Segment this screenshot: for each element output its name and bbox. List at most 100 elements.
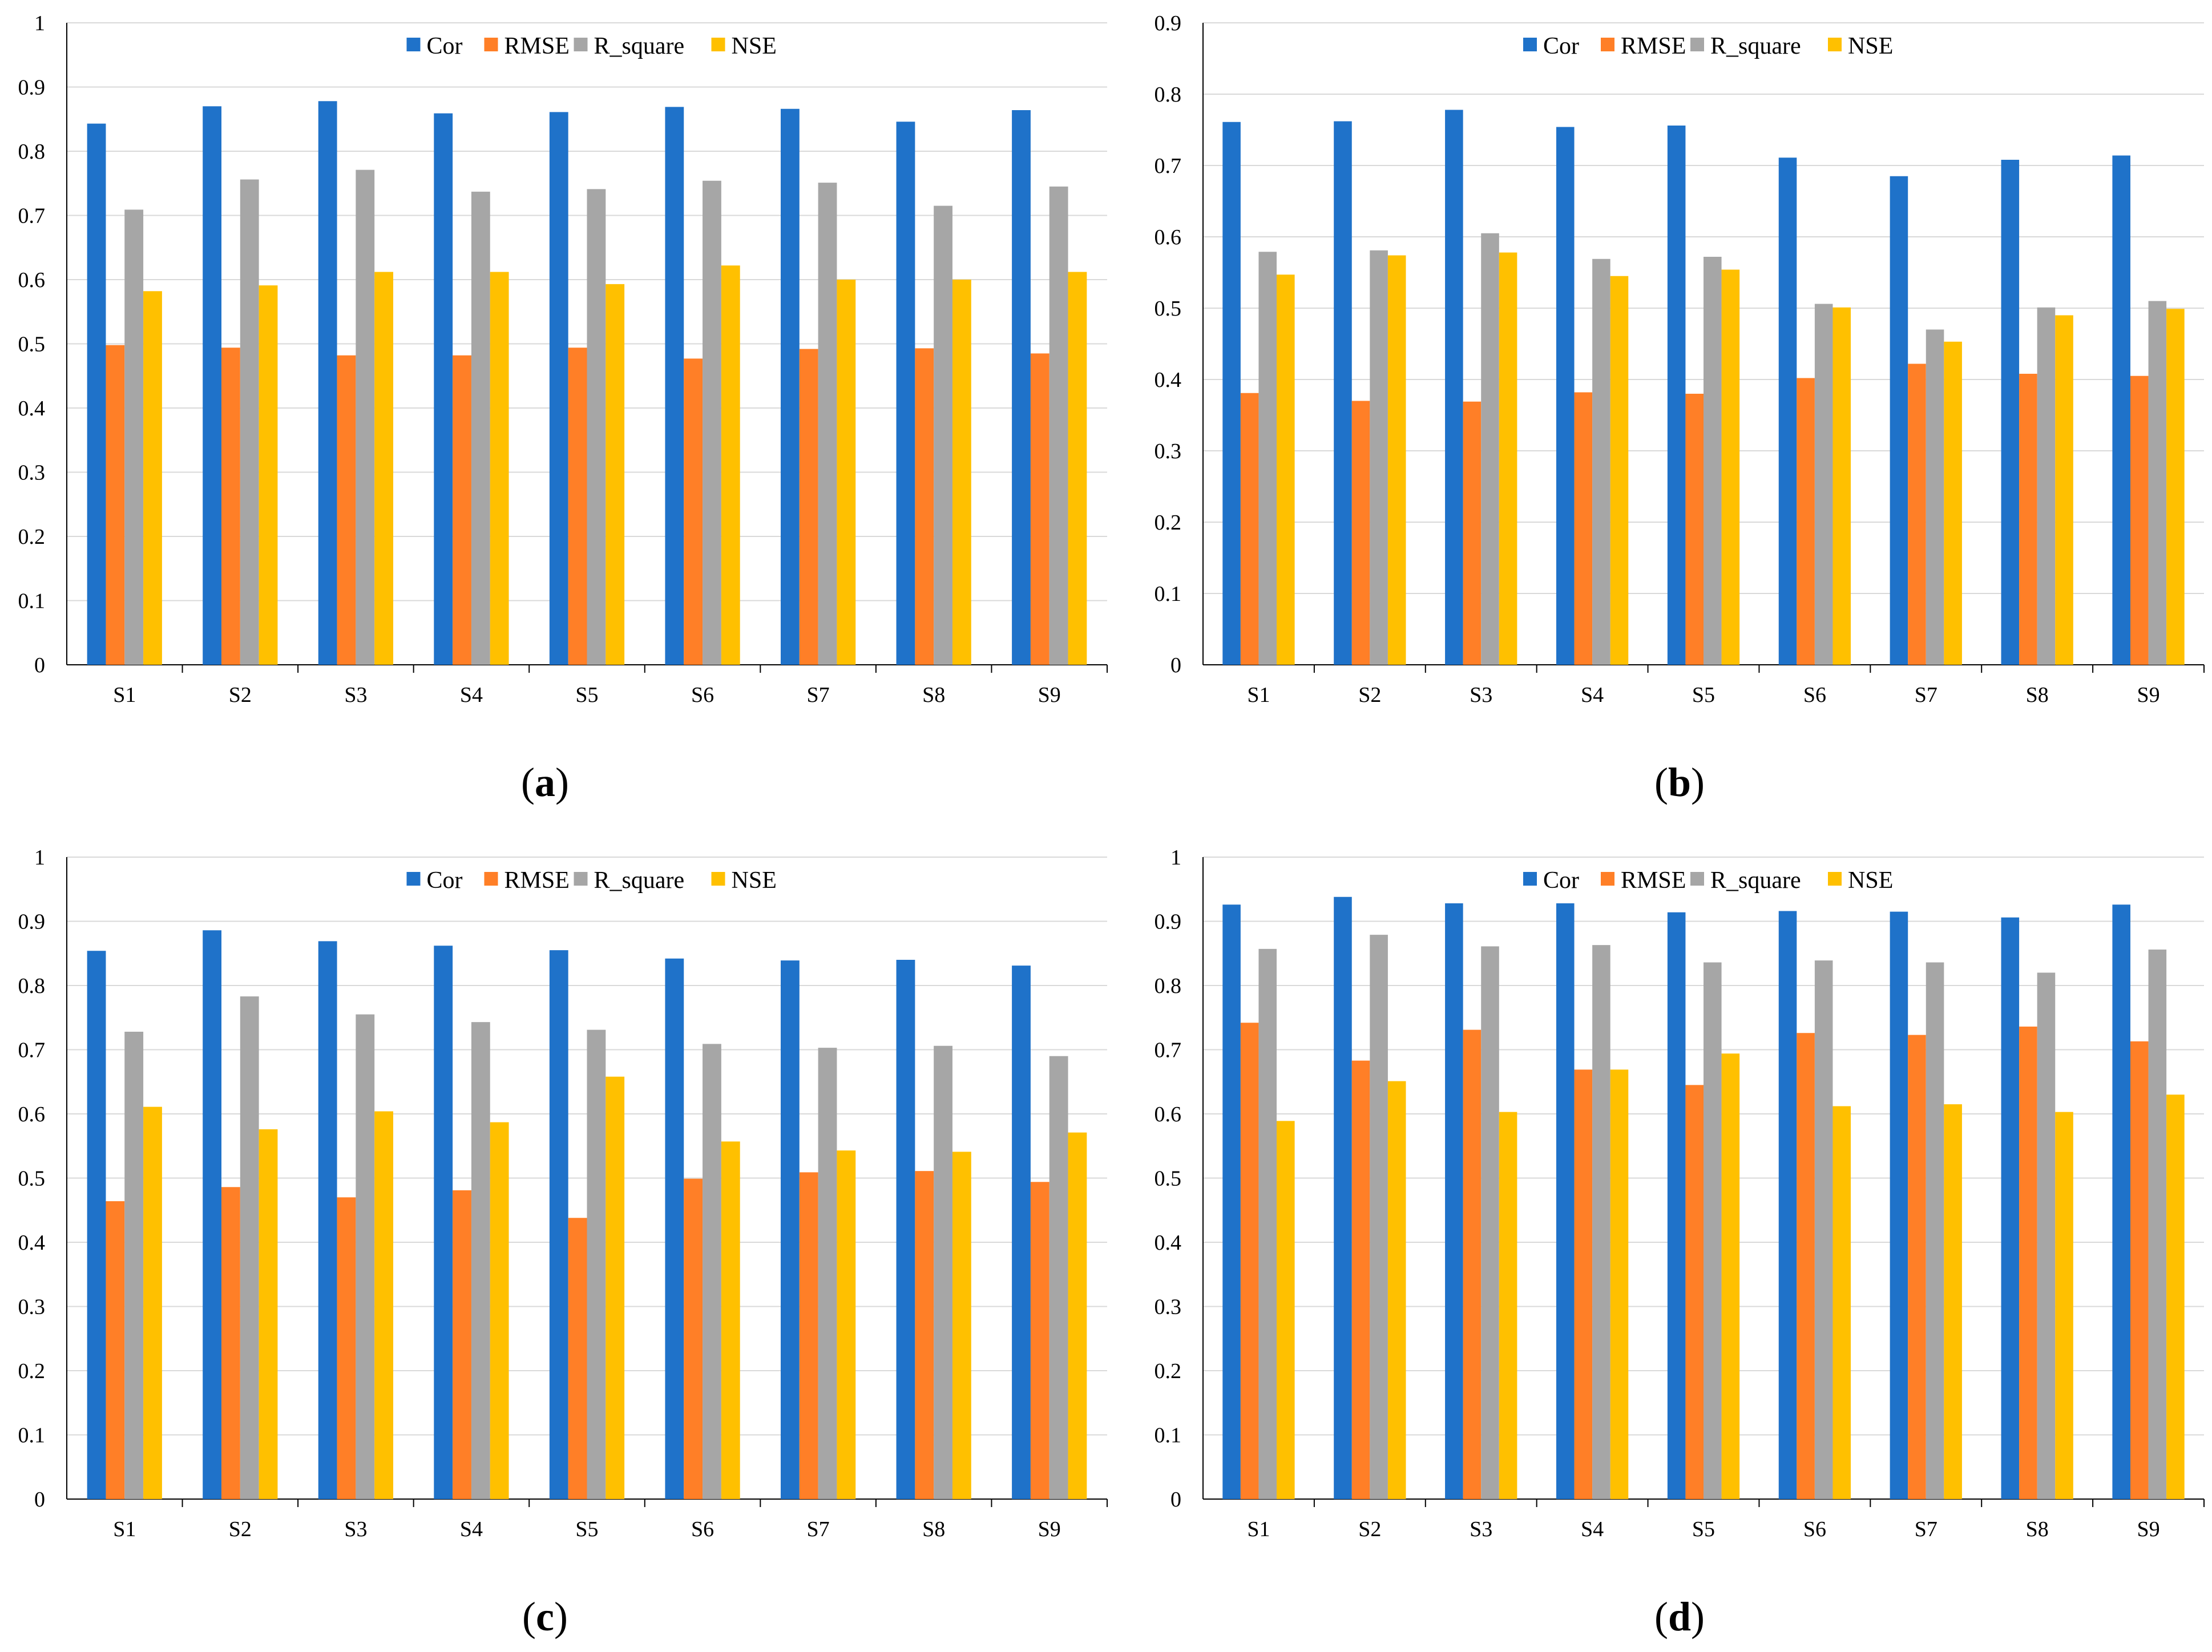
y-tick-label: 0.8 [18, 974, 46, 998]
bar-rmse-s2 [221, 348, 240, 665]
x-tick-label: S8 [2026, 683, 2049, 707]
bar-cor-s3 [1445, 110, 1463, 665]
bar-cor-s6 [665, 958, 684, 1499]
bar-r_square-s2 [240, 996, 259, 1499]
x-tick-label: S8 [2026, 1517, 2049, 1541]
x-tick-label: S9 [2137, 1517, 2159, 1541]
bar-cor-s8 [896, 960, 915, 1499]
bar-r_square-s8 [2037, 307, 2056, 665]
legend-swatch-cor [406, 38, 421, 51]
bar-r_square-s8 [934, 1045, 952, 1499]
bar-r_square-s2 [1370, 250, 1388, 665]
bar-rmse-s7 [799, 349, 818, 665]
bar-cor-s7 [780, 960, 800, 1499]
bar-nse-s1 [143, 291, 162, 665]
bar-rmse-s8 [915, 348, 934, 665]
bar-nse-s5 [1721, 269, 1740, 665]
x-tick-label: S8 [922, 683, 945, 707]
bar-nse-s8 [952, 280, 971, 665]
bar-nse-s6 [1832, 1106, 1851, 1499]
x-tick-label: S6 [1803, 1517, 1826, 1541]
bar-rmse-s1 [106, 345, 125, 665]
bar-r_square-s1 [1258, 948, 1277, 1499]
bar-cor-s9 [2112, 155, 2130, 665]
bar-rmse-s3 [1463, 1029, 1482, 1499]
bar-cor-s6 [1778, 911, 1797, 1499]
y-tick-label: 0.1 [18, 589, 46, 613]
bar-rmse-s5 [568, 348, 587, 665]
bar-rmse-s5 [1685, 1085, 1704, 1499]
legend-swatch-rmse [1601, 38, 1614, 51]
bar-cor-s3 [318, 941, 337, 1499]
legend-label-cor: Cor [1543, 867, 1579, 894]
bar-cor-s5 [1667, 912, 1686, 1499]
x-tick-label: S2 [229, 1517, 252, 1541]
y-tick-label: 0.2 [18, 525, 46, 549]
x-tick-label: S4 [460, 1517, 483, 1541]
x-tick-label: S4 [1581, 1517, 1604, 1541]
x-tick-label: S3 [1470, 683, 1492, 707]
y-tick-label: 0 [34, 653, 45, 677]
x-tick-label: S5 [1692, 1517, 1715, 1541]
bar-r_square-s1 [124, 209, 144, 665]
bar-nse-s9 [2166, 1094, 2185, 1499]
bar-r_square-s8 [934, 205, 952, 665]
bar-cor-s7 [1890, 176, 1908, 665]
bar-r_square-s6 [1814, 304, 1833, 665]
bar-rmse-s8 [2019, 1027, 2037, 1499]
y-tick-label: 0.5 [18, 333, 46, 357]
legend: Cor RMSE R_square NSE [406, 867, 777, 894]
bar-nse-s4 [490, 1122, 509, 1499]
bar-r_square-s5 [1704, 257, 1722, 665]
bar-r_square-s3 [1481, 946, 1499, 1499]
bar-cor-s2 [203, 106, 222, 665]
bar-nse-s5 [606, 1076, 625, 1499]
x-tick-label: S3 [344, 683, 367, 707]
bar-nse-s1 [1277, 274, 1295, 665]
bar-nse-s2 [259, 285, 278, 665]
bar-rmse-s4 [453, 355, 471, 665]
bar-cor-s6 [665, 107, 684, 665]
bar-nse-s7 [837, 1150, 856, 1499]
y-tick-label: 0.4 [18, 397, 46, 421]
y-tick-label: 0.2 [18, 1359, 46, 1383]
x-tick-label: S3 [1470, 1517, 1492, 1541]
bar-r_square-s7 [1926, 329, 1944, 665]
bar-nse-s7 [837, 280, 856, 665]
y-tick-label: 0.8 [1155, 83, 1182, 107]
x-tick-label: S6 [691, 1517, 714, 1541]
bar-rmse-s3 [337, 355, 356, 665]
bar-nse-s2 [1387, 255, 1406, 665]
x-tick-label: S7 [1915, 683, 1937, 707]
panel-caption: (a) [521, 760, 569, 805]
legend-label-nse: NSE [1848, 33, 1893, 59]
y-tick-label: 0.3 [18, 1295, 46, 1319]
x-tick-label: S5 [575, 1517, 598, 1541]
bar-nse-s2 [1387, 1081, 1406, 1499]
bar-nse-s9 [1068, 272, 1087, 665]
legend-swatch-rmse [484, 872, 498, 886]
legend-label-r_square: R_square [594, 867, 685, 894]
bar-cor-s5 [549, 112, 568, 665]
bar-nse-s1 [143, 1106, 162, 1499]
bar-rmse-s9 [1030, 353, 1050, 665]
bar-r_square-s2 [240, 179, 259, 665]
bar-nse-s6 [1832, 307, 1851, 665]
chart-panel-d: 0 0.1 0.2 0.3 0.4 0.5 0.6 0.7 0.8 0.9 1 S1 S2 S3 S4 S5 S… [1155, 846, 2205, 1639]
bar-nse-s3 [1499, 252, 1517, 665]
chart-panel-c: 0 0.1 0.2 0.3 0.4 0.5 0.6 0.7 0.8 0.9 1 S1 S2 S3 S4 S5 S… [18, 846, 1108, 1639]
legend-label-nse: NSE [1848, 867, 1893, 894]
bar-r_square-s8 [2037, 972, 2056, 1499]
bar-rmse-s7 [799, 1172, 818, 1499]
bar-r_square-s9 [2148, 301, 2167, 665]
y-tick-label: 1 [34, 846, 45, 870]
x-tick-label: S9 [1038, 683, 1061, 707]
bar-r_square-s9 [1049, 186, 1068, 665]
bar-cor-s1 [87, 951, 106, 1499]
bar-nse-s4 [1610, 1069, 1629, 1499]
bar-rmse-s8 [915, 1171, 934, 1499]
bar-r_square-s6 [703, 1044, 721, 1499]
legend-swatch-r_square [1690, 38, 1704, 51]
bar-rmse-s2 [1351, 401, 1370, 665]
bar-cor-s2 [203, 930, 222, 1499]
